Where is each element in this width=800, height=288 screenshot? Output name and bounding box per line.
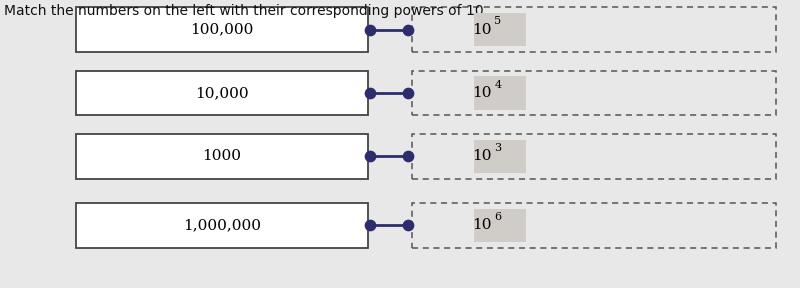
Text: 6: 6 (494, 212, 502, 222)
Text: 10: 10 (473, 218, 492, 232)
Text: 4: 4 (494, 80, 502, 90)
FancyBboxPatch shape (412, 203, 776, 248)
FancyBboxPatch shape (474, 76, 526, 110)
FancyBboxPatch shape (76, 134, 368, 179)
Text: 1000: 1000 (202, 149, 242, 163)
Point (363, 154, 376, 158)
Text: 100,000: 100,000 (190, 22, 254, 37)
Text: 3: 3 (494, 143, 502, 153)
FancyBboxPatch shape (474, 209, 526, 242)
Text: 10: 10 (473, 22, 492, 37)
Text: 5: 5 (494, 16, 502, 26)
FancyBboxPatch shape (76, 203, 368, 248)
Point (402, 223, 414, 228)
Text: 10,000: 10,000 (195, 86, 249, 100)
FancyBboxPatch shape (412, 134, 776, 179)
FancyBboxPatch shape (412, 71, 776, 115)
FancyBboxPatch shape (76, 71, 368, 115)
Point (402, 154, 414, 158)
Text: 10: 10 (473, 86, 492, 100)
Text: 1,000,000: 1,000,000 (183, 218, 261, 232)
FancyBboxPatch shape (412, 7, 776, 52)
Point (363, 223, 376, 228)
Point (363, 27, 376, 32)
FancyBboxPatch shape (474, 13, 526, 46)
FancyBboxPatch shape (474, 139, 526, 173)
Text: Match the numbers on the left with their corresponding powers of 10.: Match the numbers on the left with their… (4, 4, 488, 18)
Point (402, 90, 414, 95)
Text: 10: 10 (473, 149, 492, 163)
Point (402, 27, 414, 32)
FancyBboxPatch shape (76, 7, 368, 52)
Point (363, 90, 376, 95)
